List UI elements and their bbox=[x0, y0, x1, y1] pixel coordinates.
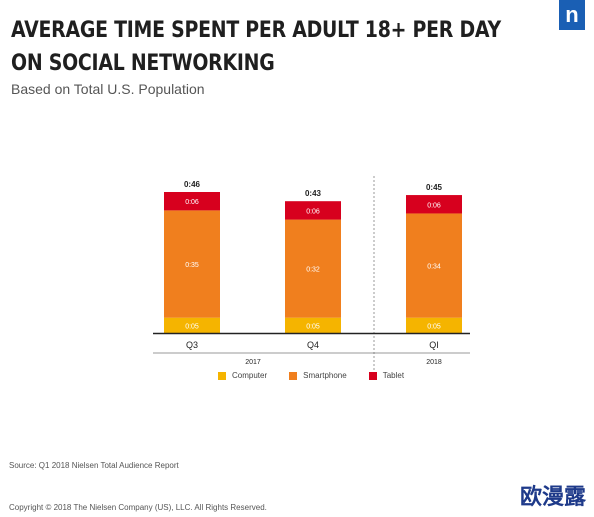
year-group-label-2018: 2018 bbox=[426, 359, 442, 366]
bar-segment-label-computer-q4: 0:05 bbox=[306, 323, 320, 330]
legend-label-smartphone: Smartphone bbox=[303, 371, 347, 380]
chart-legend: Computer Smartphone Tablet bbox=[218, 371, 404, 380]
source-note: Source: Q1 2018 Nielsen Total Audience R… bbox=[9, 461, 179, 470]
bar-segment-tablet-q1 bbox=[406, 195, 462, 214]
bar-segment-smartphone-q4 bbox=[285, 219, 341, 318]
chart-title-line-1: AVERAGE TIME SPENT PER ADULT 18+ PER DAY bbox=[11, 18, 501, 43]
bar-segment-computer-q1 bbox=[406, 317, 462, 333]
bar-segment-computer-q3 bbox=[164, 317, 220, 333]
legend-swatch-smartphone bbox=[289, 371, 298, 380]
legend-label-computer: Computer bbox=[232, 371, 268, 380]
bar-segment-label-tablet-q1: 0:06 bbox=[427, 202, 441, 209]
legend-label-tablet: Tablet bbox=[382, 371, 405, 380]
bar-segment-label-smartphone-q1: 0:34 bbox=[427, 264, 441, 271]
watermark-text: 欧漫露 bbox=[519, 485, 586, 510]
bar-segment-label-tablet-q4: 0:06 bbox=[306, 208, 320, 215]
bar-segment-computer-q4 bbox=[285, 317, 341, 333]
copyright-note: Copyright © 2018 The Nielsen Company (US… bbox=[9, 503, 267, 512]
legend-item-tablet: Tablet bbox=[368, 371, 405, 380]
bar-total-label-q4: 0:43 bbox=[305, 189, 322, 198]
legend-item-smartphone: Smartphone bbox=[289, 371, 347, 380]
x-tick-label-q1: QI bbox=[429, 340, 439, 350]
bar-segment-label-tablet-q3: 0:06 bbox=[185, 199, 199, 206]
bar-segment-label-computer-q1: 0:05 bbox=[427, 323, 441, 330]
nielsen-logo-icon: n bbox=[559, 0, 585, 30]
bar-segment-label-computer-q3: 0:05 bbox=[185, 323, 199, 330]
bar-total-label-q1: 0:45 bbox=[426, 183, 443, 192]
x-tick-label-q4: Q4 bbox=[307, 340, 319, 350]
bar-total-label-q3: 0:46 bbox=[184, 180, 201, 189]
legend-swatch-computer bbox=[218, 371, 226, 380]
x-tick-label-q3: Q3 bbox=[186, 340, 198, 350]
bar-segment-smartphone-q1 bbox=[406, 213, 462, 318]
legend-swatch-tablet bbox=[368, 371, 377, 380]
bar-segment-label-smartphone-q3: 0:35 bbox=[185, 262, 199, 269]
year-group-label-2017: 2017 bbox=[245, 359, 261, 366]
bar-segment-label-smartphone-q4: 0:32 bbox=[306, 267, 320, 274]
bar-segment-tablet-q3 bbox=[164, 192, 220, 211]
bar-segment-smartphone-q3 bbox=[164, 210, 220, 318]
chart-title-line-2: ON SOCIAL NETWORKING bbox=[11, 51, 275, 76]
bar-segment-tablet-q4 bbox=[285, 201, 341, 220]
legend-item-computer: Computer bbox=[218, 371, 267, 380]
chart-subtitle: Based on Total U.S. Population bbox=[11, 81, 205, 97]
